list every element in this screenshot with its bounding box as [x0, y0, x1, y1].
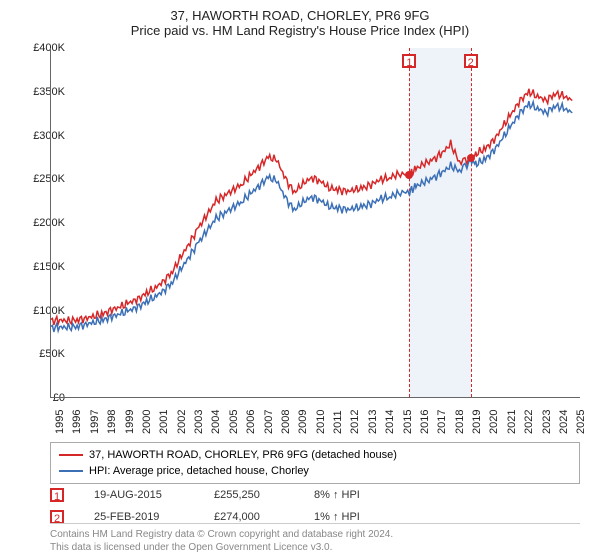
x-tick-label: 2006	[245, 410, 257, 434]
x-tick-label: 2025	[575, 410, 587, 434]
x-tick-label: 2014	[384, 410, 396, 434]
x-tick-label: 1996	[71, 410, 83, 434]
title-address: 37, HAWORTH ROAD, CHORLEY, PR6 9FG	[0, 8, 600, 23]
page-root: 37, HAWORTH ROAD, CHORLEY, PR6 9FG Price…	[0, 0, 600, 560]
x-tick-label: 2017	[436, 410, 448, 434]
x-tick-label: 2003	[193, 410, 205, 434]
sale-marker: 2	[50, 510, 64, 524]
footnote-line: Contains HM Land Registry data © Crown c…	[50, 529, 393, 540]
sale-dot	[405, 171, 413, 179]
x-tick-label: 2005	[228, 410, 240, 434]
x-tick-label: 2001	[158, 410, 170, 434]
sale-delta: 8% ↑ HPI	[314, 489, 360, 501]
x-tick-label: 2020	[488, 410, 500, 434]
sale-row: 2 25-FEB-2019 £274,000 1% ↑ HPI	[50, 510, 580, 524]
title-subtitle: Price paid vs. HM Land Registry's House …	[0, 23, 600, 38]
x-tick-label: 2002	[176, 410, 188, 434]
x-tick-label: 1997	[89, 410, 101, 434]
x-tick-label: 1995	[54, 410, 66, 434]
footnote: Contains HM Land Registry data © Crown c…	[50, 523, 580, 554]
x-tick-label: 2019	[471, 410, 483, 434]
x-tick-label: 2011	[332, 410, 344, 434]
legend-row: HPI: Average price, detached house, Chor…	[59, 463, 571, 479]
chart-plot-area: 12	[50, 48, 580, 398]
x-tick-label: 2012	[349, 410, 361, 434]
sale-price: £255,250	[214, 489, 314, 501]
sale-date: 25-FEB-2019	[94, 511, 214, 523]
x-tick-label: 2022	[523, 410, 535, 434]
x-tick-label: 2010	[315, 410, 327, 434]
legend-label: HPI: Average price, detached house, Chor…	[89, 465, 309, 477]
legend-swatch	[59, 454, 83, 456]
footnote-line: This data is licensed under the Open Gov…	[50, 542, 332, 553]
sale-date: 19-AUG-2015	[94, 489, 214, 501]
x-tick-label: 2004	[210, 410, 222, 434]
x-tick-label: 1998	[106, 410, 118, 434]
x-tick-label: 2007	[263, 410, 275, 434]
legend-swatch	[59, 470, 83, 472]
legend-row: 37, HAWORTH ROAD, CHORLEY, PR6 9FG (deta…	[59, 447, 571, 463]
legend: 37, HAWORTH ROAD, CHORLEY, PR6 9FG (deta…	[50, 442, 580, 484]
sale-marker: 1	[50, 488, 64, 502]
sale-price: £274,000	[214, 511, 314, 523]
chart-svg	[51, 48, 581, 398]
x-tick-label: 2009	[297, 410, 309, 434]
x-tick-label: 2018	[454, 410, 466, 434]
x-tick-label: 2016	[419, 410, 431, 434]
sale-delta: 1% ↑ HPI	[314, 511, 360, 523]
sale-dot	[467, 154, 475, 162]
series-hpi	[51, 101, 572, 332]
x-tick-label: 2024	[558, 410, 570, 434]
sale-marker-on-chart: 2	[464, 54, 478, 68]
sale-marker-on-chart: 1	[402, 54, 416, 68]
sale-row: 1 19-AUG-2015 £255,250 8% ↑ HPI	[50, 488, 580, 502]
x-tick-label: 2000	[141, 410, 153, 434]
x-tick-label: 2015	[402, 410, 414, 434]
legend-label: 37, HAWORTH ROAD, CHORLEY, PR6 9FG (deta…	[89, 449, 397, 461]
x-tick-label: 2023	[541, 410, 553, 434]
x-tick-label: 2008	[280, 410, 292, 434]
x-tick-label: 2013	[367, 410, 379, 434]
x-tick-label: 1999	[124, 410, 136, 434]
x-tick-label: 2021	[506, 410, 518, 434]
series-price_paid	[51, 89, 572, 325]
